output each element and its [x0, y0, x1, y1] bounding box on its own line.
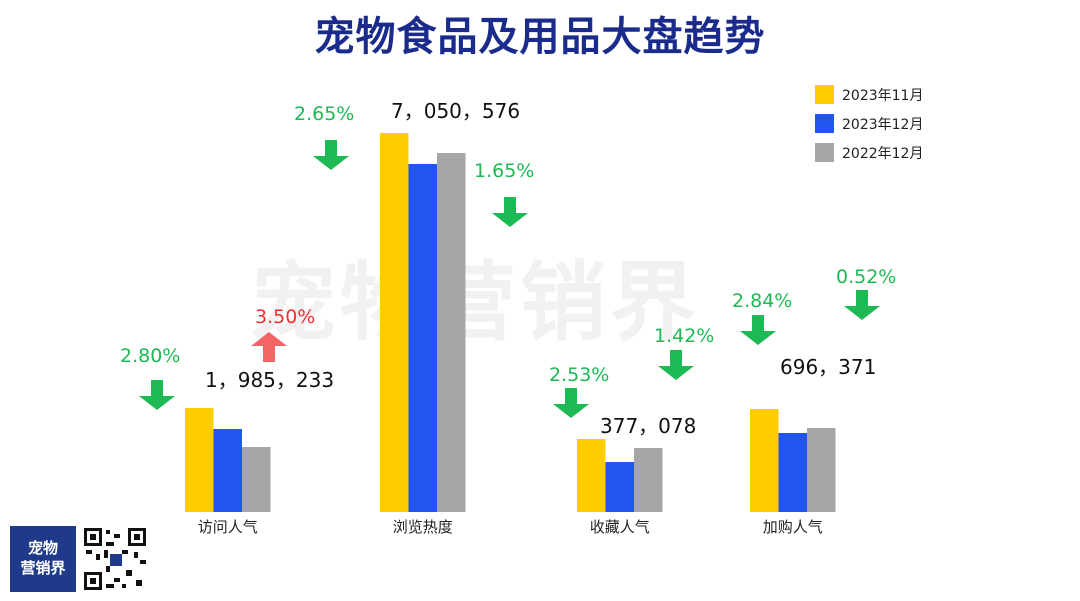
- data-label: 1，985，233: [205, 368, 334, 392]
- change-label: 0.52%: [836, 266, 896, 288]
- change-label: 3.50%: [255, 306, 315, 328]
- legend-swatch: [815, 143, 834, 162]
- legend-swatch: [815, 85, 834, 104]
- category-label: 访问人气: [198, 518, 258, 536]
- page-title: 宠物食品及用品大盘趋势: [314, 14, 766, 60]
- change-label: 1.65%: [474, 160, 534, 182]
- data-label: 7，050，576: [391, 99, 520, 123]
- bar-3-1: [242, 447, 271, 512]
- bar-2-4: [778, 433, 807, 512]
- legend-item-2023-11: 2023年11月: [815, 80, 923, 109]
- qr-code-icon: [82, 526, 148, 592]
- category-label: 收藏人气: [590, 518, 650, 536]
- brand-logo: 宠物 营销界: [10, 526, 76, 592]
- legend-item-2023-12: 2023年12月: [815, 109, 923, 138]
- bar-1-2: [380, 133, 409, 512]
- arrow-down-icon: [844, 290, 880, 320]
- bar-2-1: [213, 429, 242, 512]
- bar-3-2: [437, 153, 466, 512]
- data-label: 377，078: [600, 414, 696, 438]
- change-label: 2.53%: [549, 364, 609, 386]
- legend-label: 2023年11月: [842, 87, 924, 104]
- data-label: 696，371: [780, 355, 876, 379]
- arrow-down-icon: [139, 380, 175, 410]
- arrow-down-icon: [313, 140, 349, 170]
- legend-label: 2023年12月: [842, 116, 924, 133]
- bar-2-2: [408, 164, 437, 512]
- category-label: 加购人气: [763, 518, 823, 536]
- arrow-down-icon: [492, 197, 528, 227]
- change-label: 2.65%: [294, 103, 354, 125]
- category-label: 浏览热度: [393, 518, 453, 536]
- change-label: 2.84%: [732, 290, 792, 312]
- arrow-down-icon: [658, 350, 694, 380]
- legend: 2023年11月 2023年12月 2022年12月: [815, 80, 923, 167]
- bar-3-4: [807, 428, 836, 512]
- bar-3-3: [634, 448, 663, 512]
- brand-line-2: 营销界: [20, 559, 66, 577]
- legend-label: 2022年12月: [842, 145, 924, 162]
- arrow-down-icon: [740, 315, 776, 345]
- bar-1-1: [185, 408, 214, 512]
- change-label: 2.80%: [120, 345, 180, 367]
- bar-1-4: [750, 409, 779, 512]
- change-label: 1.42%: [654, 325, 714, 347]
- watermark: 宠物营销界: [250, 253, 700, 353]
- bar-1-3: [577, 439, 606, 512]
- bar-2-3: [605, 462, 634, 512]
- legend-swatch: [815, 114, 834, 133]
- brand-line-1: 宠物: [27, 539, 58, 557]
- arrow-up-icon: [251, 332, 287, 362]
- arrow-down-icon: [553, 388, 589, 418]
- legend-item-2022-12: 2022年12月: [815, 138, 923, 167]
